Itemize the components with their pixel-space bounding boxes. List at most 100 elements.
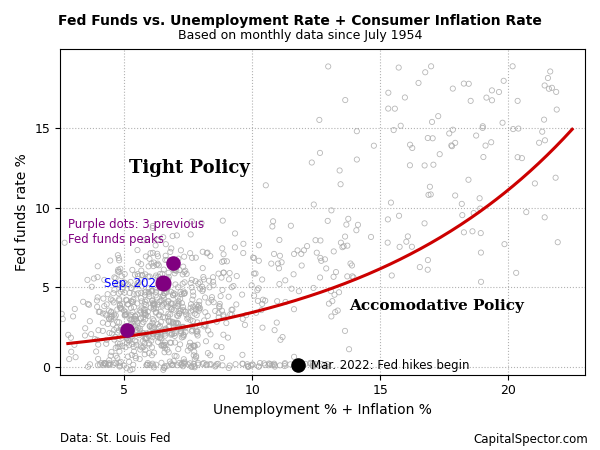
Point — [191, 306, 201, 313]
Point — [170, 339, 180, 346]
Point — [123, 336, 133, 343]
Point — [275, 280, 284, 288]
Point — [141, 335, 151, 342]
Point — [340, 233, 350, 240]
Point — [230, 244, 239, 251]
Point — [198, 265, 208, 272]
Point — [115, 348, 124, 355]
Point — [214, 310, 223, 317]
Point — [270, 362, 280, 369]
Point — [195, 305, 205, 312]
Point — [190, 342, 199, 350]
Point — [140, 311, 150, 319]
Point — [121, 332, 130, 339]
Point — [191, 254, 200, 261]
Point — [214, 314, 223, 321]
Point — [116, 324, 125, 331]
Point — [423, 256, 433, 264]
Point — [160, 289, 169, 297]
Point — [227, 306, 236, 313]
Point — [167, 361, 177, 369]
Point — [127, 297, 136, 305]
Point — [352, 156, 362, 163]
Point — [113, 340, 122, 347]
Point — [482, 94, 491, 101]
Point — [281, 298, 290, 306]
Point — [187, 284, 196, 291]
Point — [112, 354, 122, 361]
Point — [178, 363, 188, 370]
Point — [115, 302, 125, 309]
Point — [260, 361, 270, 369]
Point — [170, 291, 180, 298]
Point — [80, 324, 90, 332]
Point — [113, 268, 123, 275]
Point — [306, 360, 316, 367]
Point — [191, 278, 200, 285]
Point — [340, 327, 350, 334]
Point — [128, 361, 138, 369]
Point — [517, 154, 527, 162]
Point — [159, 342, 169, 350]
Point — [164, 317, 173, 324]
Point — [387, 272, 397, 279]
Point — [80, 332, 90, 339]
Point — [118, 301, 127, 308]
Point — [457, 212, 467, 219]
Point — [314, 116, 324, 123]
Point — [163, 276, 173, 283]
Point — [173, 301, 183, 308]
Point — [158, 270, 167, 278]
Point — [176, 327, 185, 334]
Point — [401, 238, 411, 245]
Point — [167, 300, 177, 307]
Point — [186, 279, 196, 287]
Point — [194, 322, 204, 329]
Point — [193, 341, 202, 348]
Point — [195, 285, 205, 292]
Point — [130, 315, 140, 323]
Point — [540, 137, 550, 144]
Point — [145, 293, 154, 300]
Point — [340, 96, 350, 104]
Point — [202, 361, 212, 368]
Point — [148, 315, 158, 323]
Point — [143, 360, 152, 367]
Point — [179, 290, 189, 297]
Point — [145, 290, 154, 297]
Point — [423, 135, 433, 142]
Point — [214, 270, 223, 277]
Point — [158, 292, 168, 299]
Point — [267, 361, 277, 369]
Point — [139, 314, 148, 321]
Point — [162, 280, 172, 288]
Point — [186, 345, 196, 352]
Point — [275, 362, 285, 369]
Point — [155, 333, 165, 341]
Point — [108, 297, 118, 304]
Point — [83, 276, 92, 284]
Point — [148, 360, 157, 367]
Point — [421, 69, 430, 76]
Point — [165, 358, 175, 365]
Point — [104, 315, 114, 322]
Point — [133, 290, 143, 297]
Point — [156, 297, 166, 304]
Point — [302, 243, 312, 250]
Point — [106, 314, 116, 321]
Point — [104, 315, 114, 322]
Point — [132, 326, 142, 333]
Point — [101, 361, 110, 368]
Point — [206, 296, 216, 303]
Point — [113, 280, 122, 288]
Point — [137, 298, 146, 305]
Point — [140, 310, 149, 317]
Point — [218, 217, 227, 224]
Point — [130, 323, 140, 330]
Point — [383, 216, 392, 223]
Point — [218, 362, 227, 369]
Point — [164, 310, 173, 317]
Point — [289, 306, 299, 313]
Point — [160, 285, 169, 292]
Point — [180, 324, 190, 332]
